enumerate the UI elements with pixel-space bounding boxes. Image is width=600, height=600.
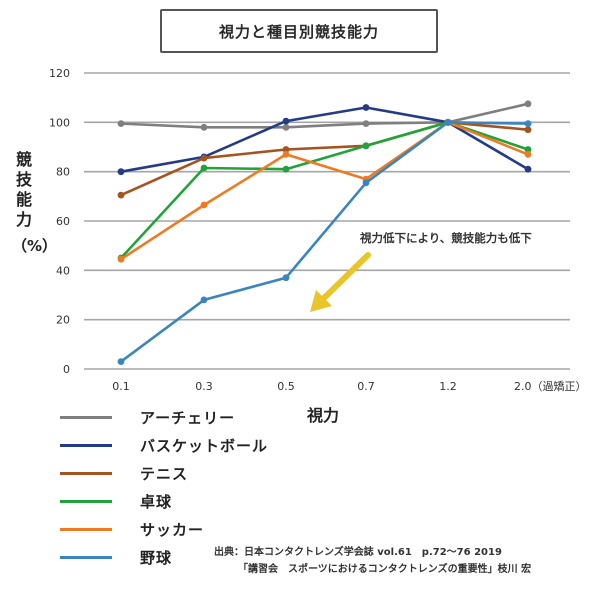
legend-swatch <box>60 555 112 559</box>
legend-swatch <box>60 499 112 503</box>
svg-text:0.5: 0.5 <box>277 380 295 393</box>
y-label-char: 能 <box>15 190 32 209</box>
legend-label: 野球 <box>140 548 173 567</box>
legend: アーチェリー バスケットボール テニス 卓球 サッカー 野球 <box>60 403 268 571</box>
source-line-2: 「講習会 スポーツにおけるコンタクトレンズの重要性」枝川 宏 <box>238 564 532 575</box>
x-tick-labels: 0.1 0.3 0.5 0.7 1.2 2.0（過矯正） <box>112 379 586 393</box>
svg-text:60: 60 <box>56 215 70 228</box>
legend-item: アーチェリー <box>60 403 268 431</box>
svg-text:0.1: 0.1 <box>112 380 130 393</box>
legend-item: サッカー <box>60 515 268 543</box>
legend-swatch <box>60 471 112 475</box>
down-arrow-icon <box>310 252 371 312</box>
svg-text:20: 20 <box>56 314 70 327</box>
data-series <box>117 100 532 365</box>
chart-title: 視力と種目別競技能力 <box>160 9 438 53</box>
svg-text:0: 0 <box>63 363 70 376</box>
legend-label: テニス <box>140 464 189 483</box>
legend-item: テニス <box>60 459 268 487</box>
annotation-text: 視力低下により、競技能力も低下 <box>360 231 532 245</box>
legend-swatch <box>60 527 112 531</box>
svg-text:1.2: 1.2 <box>439 380 457 393</box>
x-axis-label: 視力 <box>307 406 340 425</box>
legend-item: バスケットボール <box>60 431 268 459</box>
svg-text:2.0（過矯正）: 2.0（過矯正） <box>514 379 587 393</box>
svg-text:0.3: 0.3 <box>195 380 213 393</box>
y-label-char: 力 <box>15 210 32 229</box>
legend-item: 卓球 <box>60 487 268 515</box>
svg-text:120: 120 <box>49 67 70 80</box>
y-tick-labels: 0 20 40 60 80 100 120 <box>49 67 70 376</box>
svg-text:80: 80 <box>56 166 70 179</box>
y-label-char: 競 <box>15 150 32 169</box>
svg-text:40: 40 <box>56 264 70 277</box>
legend-label: バスケットボール <box>140 436 269 455</box>
source-citation: 出典：日本コンタクトレンズ学会誌 vol.61 p.72〜76 2019 「講習… <box>214 544 531 578</box>
gridlines <box>84 72 570 370</box>
legend-swatch <box>60 443 112 447</box>
y-label-char: 技 <box>15 170 32 189</box>
legend-item: 野球 <box>60 543 268 571</box>
legend-swatch <box>60 415 112 419</box>
legend-label: サッカー <box>140 520 205 539</box>
legend-label: 卓球 <box>140 492 173 511</box>
svg-text:100: 100 <box>49 116 70 129</box>
svg-text:0.7: 0.7 <box>357 380 375 393</box>
legend-label: アーチェリー <box>140 408 236 427</box>
source-line-1: 出典：日本コンタクトレンズ学会誌 vol.61 p.72〜76 2019 <box>214 547 502 558</box>
